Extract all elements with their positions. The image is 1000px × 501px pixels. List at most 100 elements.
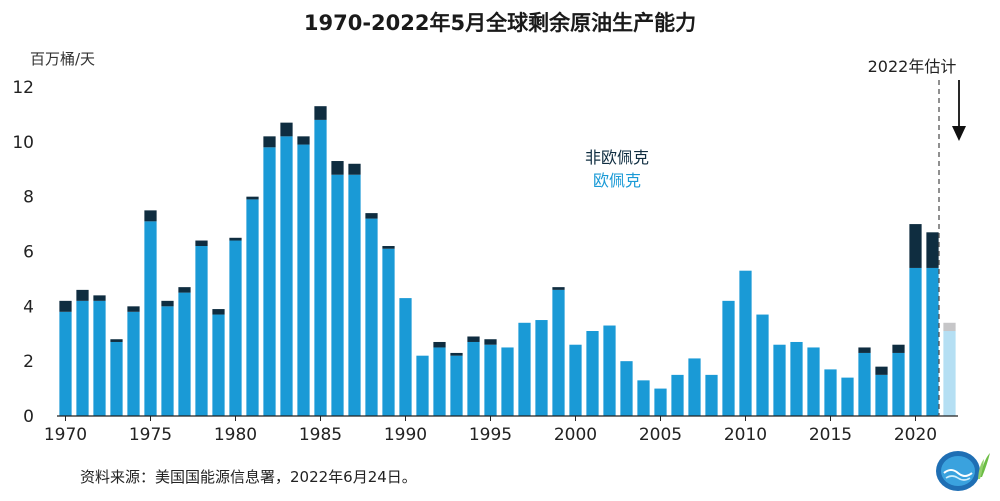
bar-non-opec-1973 [110, 339, 123, 342]
bar-opec-2021 [926, 267, 939, 416]
bar-opec-1980 [229, 240, 242, 416]
bar-opec-1990 [399, 298, 412, 416]
bar-opec-2013 [790, 341, 803, 416]
bar-non-opec-1976 [161, 300, 174, 307]
x-tick-label: 2015 [809, 425, 852, 445]
bar-opec-2007 [688, 358, 701, 416]
bar-opec-1983 [280, 136, 293, 416]
bar-opec-2009 [722, 300, 735, 416]
x-tick-label: 1970 [44, 425, 87, 445]
bar-non-opec-1993 [450, 352, 463, 356]
bar-opec-2004 [637, 380, 650, 416]
bar-non-opec-1972 [93, 295, 106, 301]
bar-opec-1989 [382, 248, 395, 416]
bar-opec-2020 [909, 267, 922, 416]
y-tick-label: 2 [23, 352, 34, 372]
x-tick-label: 1975 [129, 425, 172, 445]
bar-non-opec-1985 [314, 106, 327, 120]
x-tick-label: 2000 [554, 425, 597, 445]
y-tick-label: 12 [12, 78, 34, 98]
bar-opec-1996 [501, 347, 514, 416]
x-tick-label: 1995 [469, 425, 512, 445]
bar-opec-2015 [824, 369, 837, 416]
bar-opec-1991 [416, 355, 429, 416]
bar-non-opec-1971 [76, 289, 89, 301]
bar-non-opec-1992 [433, 341, 446, 348]
bar-non-opec-1982 [263, 136, 276, 148]
bar-non-opec-1995 [484, 339, 497, 345]
bar-opec-2002 [603, 325, 616, 416]
y-tick-label: 4 [23, 297, 34, 317]
bar-non-opec-2018 [875, 366, 888, 375]
bar-non-opec-1975 [144, 210, 157, 222]
estimate-annotation: 2022年估计 [868, 57, 957, 76]
bar-opec-2022 [943, 331, 956, 416]
x-tick-label: 1990 [384, 425, 427, 445]
bar-opec-1981 [246, 199, 259, 416]
estimate-arrow-icon [952, 80, 966, 141]
bar-opec-2001 [586, 331, 599, 416]
bar-opec-1985 [314, 119, 327, 417]
bar-non-opec-1994 [467, 336, 480, 342]
bar-non-opec-1980 [229, 237, 242, 241]
bar-non-opec-2020 [909, 224, 922, 268]
x-tick-label: 2020 [894, 425, 937, 445]
bar-non-opec-1970 [59, 300, 72, 312]
x-tick-label: 1985 [299, 425, 342, 445]
bar-opec-1998 [535, 320, 548, 416]
bar-non-opec-1974 [127, 306, 140, 312]
bar-opec-1992 [433, 347, 446, 416]
bar-non-opec-2021 [926, 232, 939, 268]
bar-opec-2014 [807, 347, 820, 416]
bar-non-opec-1978 [195, 240, 208, 247]
bar-opec-1976 [161, 306, 174, 416]
bar-opec-2011 [756, 314, 769, 416]
bar-opec-1986 [331, 174, 344, 416]
bar-opec-1979 [212, 314, 225, 416]
bar-non-opec-2019 [892, 344, 905, 353]
bar-opec-2005 [654, 388, 667, 416]
y-tick-label: 6 [23, 243, 34, 263]
x-tick-label: 2005 [639, 425, 682, 445]
bar-opec-2017 [858, 352, 871, 416]
y-axis-unit-label: 百万桶/天 [30, 50, 95, 68]
bar-opec-1972 [93, 300, 106, 416]
bar-opec-1973 [110, 341, 123, 416]
cnlng-logo-icon [936, 451, 990, 491]
bar-opec-2003 [620, 361, 633, 416]
bar-opec-1995 [484, 344, 497, 416]
bar-non-opec-1981 [246, 196, 259, 200]
bar-non-opec-1988 [365, 213, 378, 219]
bar-opec-1984 [297, 144, 310, 416]
x-tick-label: 1980 [214, 425, 257, 445]
bar-opec-1975 [144, 221, 157, 416]
bar-opec-1994 [467, 341, 480, 416]
bar-opec-1987 [348, 174, 361, 416]
bar-non-opec-1984 [297, 136, 310, 145]
y-tick-label: 10 [12, 133, 34, 153]
bar-opec-1993 [450, 355, 463, 416]
bar-opec-1977 [178, 292, 191, 416]
bar-opec-1978 [195, 246, 208, 416]
bar-opec-1974 [127, 311, 140, 416]
y-axis-ticks: 0 2 4 6 8 10 12 [12, 78, 34, 427]
y-tick-label: 0 [23, 407, 34, 427]
x-axis-ticks: 1970 1975 1980 1985 1990 1995 2000 2005 2010 2015… [44, 416, 937, 445]
bar-non-opec-2022 [943, 322, 956, 332]
y-tick-label: 8 [23, 188, 34, 208]
bar-non-opec-1983 [280, 122, 293, 137]
bar-non-opec-1986 [331, 161, 344, 175]
source-note: 资料来源：美国国能源信息署，2022年6月24日。 [80, 468, 417, 486]
bar-opec-2019 [892, 352, 905, 416]
bar-opec-1970 [59, 311, 72, 416]
legend-non-opec: 非欧佩克 [585, 148, 649, 167]
bar-opec-1997 [518, 322, 531, 416]
bar-non-opec-1989 [382, 246, 395, 249]
bars-group [59, 106, 956, 417]
bar-non-opec-2017 [858, 347, 871, 353]
bar-opec-2018 [875, 374, 888, 416]
bar-opec-1988 [365, 218, 378, 416]
legend-opec: 欧佩克 [593, 171, 641, 190]
bar-opec-2010 [739, 270, 752, 416]
